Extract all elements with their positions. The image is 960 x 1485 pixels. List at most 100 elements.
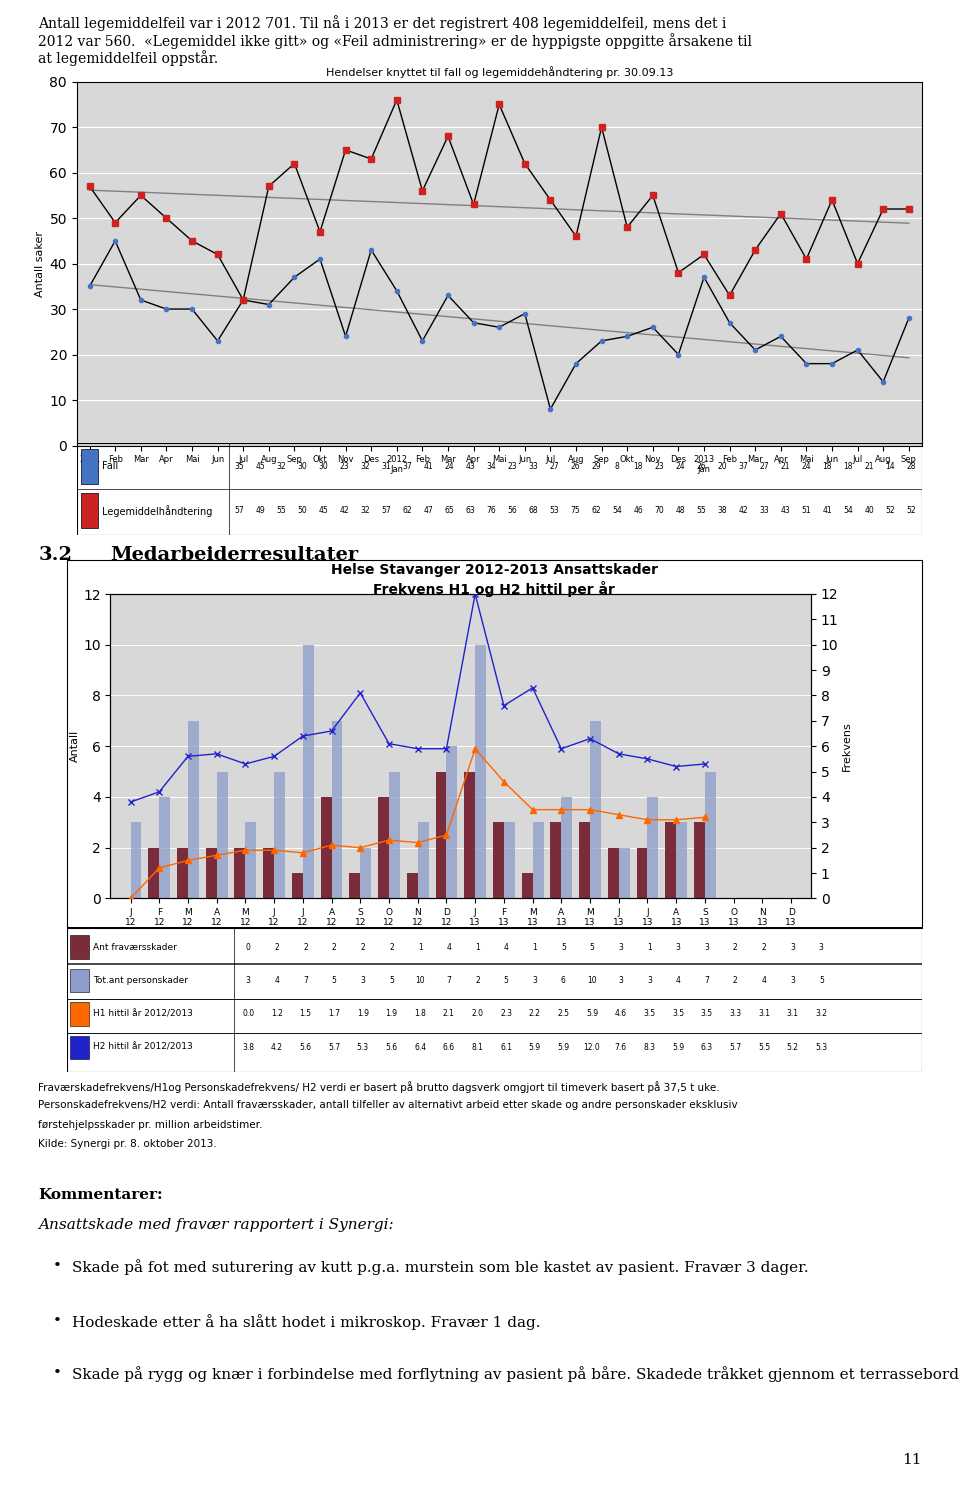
Text: 41: 41: [423, 462, 433, 471]
Text: 24: 24: [802, 462, 811, 471]
Y-axis label: Antall saker: Antall saker: [36, 230, 45, 297]
Text: 21: 21: [780, 462, 790, 471]
Text: 2: 2: [275, 943, 279, 952]
Text: 2: 2: [761, 943, 766, 952]
Bar: [493, 823, 504, 898]
Text: 18: 18: [634, 462, 643, 471]
Text: 56: 56: [508, 506, 517, 515]
Text: Frekvens H1 og H2 hittil per år: Frekvens H1 og H2 hittil per år: [373, 581, 615, 597]
Text: 5: 5: [819, 976, 824, 985]
Text: 34: 34: [487, 462, 496, 471]
Text: 7.6: 7.6: [614, 1042, 627, 1051]
Text: 3: 3: [705, 943, 709, 952]
Text: 43: 43: [466, 462, 475, 471]
Text: 33: 33: [759, 506, 769, 515]
Bar: [360, 848, 372, 898]
Text: 5.6: 5.6: [385, 1042, 397, 1051]
Title: Hendelser knyttet til fall og legemiddehåndtering pr. 30.09.13: Hendelser knyttet til fall og legemiddeh…: [325, 67, 673, 79]
Text: 5: 5: [589, 943, 594, 952]
Text: 5.9: 5.9: [529, 1042, 540, 1051]
Text: 55: 55: [276, 506, 286, 515]
Text: 6: 6: [561, 976, 565, 985]
Text: 5.6: 5.6: [300, 1042, 311, 1051]
Text: 3.8: 3.8: [242, 1042, 254, 1051]
Text: 10: 10: [588, 976, 597, 985]
Bar: [159, 797, 170, 898]
Text: 18: 18: [844, 462, 852, 471]
Text: 30: 30: [319, 462, 328, 471]
Text: •: •: [53, 1314, 61, 1328]
Text: 5: 5: [504, 976, 509, 985]
Bar: [579, 823, 590, 898]
Text: 6.3: 6.3: [701, 1042, 712, 1051]
Text: 1.9: 1.9: [385, 1010, 397, 1019]
Text: Fraværskadefrekvens/H1og Personskadefrekvens/ H2 verdi er basert på brutto dagsv: Fraværskadefrekvens/H1og Personskadefrek…: [38, 1081, 720, 1093]
Bar: [349, 873, 360, 898]
Bar: [70, 936, 88, 959]
Text: 1.8: 1.8: [414, 1010, 426, 1019]
Text: 53: 53: [549, 506, 559, 515]
Text: 51: 51: [802, 506, 811, 515]
Text: 40: 40: [864, 506, 874, 515]
Text: 4: 4: [676, 976, 681, 985]
Bar: [665, 823, 676, 898]
Text: 54: 54: [843, 506, 853, 515]
Text: 1.2: 1.2: [271, 1010, 283, 1019]
Text: førstehjelpsskader pr. million arbeidstimer.: førstehjelpsskader pr. million arbeidsti…: [38, 1120, 263, 1130]
Bar: [131, 823, 141, 898]
Text: 2012 var 560.  «Legemiddel ikke gitt» og «Feil administrering» er de hyppigste o: 2012 var 560. «Legemiddel ikke gitt» og …: [38, 33, 753, 49]
Bar: [389, 772, 400, 898]
Text: 24: 24: [676, 462, 685, 471]
Text: 42: 42: [340, 506, 349, 515]
Text: 42: 42: [738, 506, 748, 515]
Text: 20: 20: [717, 462, 727, 471]
Text: 3.1: 3.1: [786, 1010, 799, 1019]
Text: 7: 7: [705, 976, 709, 985]
Text: 65: 65: [444, 506, 454, 515]
Bar: [504, 823, 515, 898]
Text: 18: 18: [823, 462, 832, 471]
Text: 70: 70: [655, 506, 664, 515]
Text: 26: 26: [570, 462, 580, 471]
Text: 0: 0: [246, 943, 251, 952]
Text: 3: 3: [790, 976, 795, 985]
Text: 1: 1: [475, 943, 480, 952]
Text: 1.7: 1.7: [328, 1010, 340, 1019]
Text: Helse Stavanger 2012-2013 Ansattskader: Helse Stavanger 2012-2013 Ansattskader: [331, 563, 658, 576]
Text: 3.5: 3.5: [672, 1010, 684, 1019]
Text: 3: 3: [790, 943, 795, 952]
Bar: [331, 720, 343, 898]
Text: 32: 32: [361, 506, 371, 515]
Text: 12.0: 12.0: [584, 1042, 600, 1051]
Text: 5.7: 5.7: [328, 1042, 340, 1051]
Y-axis label: Frekvens: Frekvens: [842, 722, 852, 771]
Text: Hodeskade etter å ha slått hodet i mikroskop. Fravær 1 dag.: Hodeskade etter å ha slått hodet i mikro…: [72, 1314, 540, 1331]
Text: 5.7: 5.7: [730, 1042, 741, 1051]
Bar: [378, 797, 389, 898]
Text: 48: 48: [676, 506, 685, 515]
Text: 75: 75: [570, 506, 580, 515]
Text: 4: 4: [446, 943, 451, 952]
Text: 57: 57: [234, 506, 244, 515]
Bar: [521, 873, 533, 898]
Text: 1: 1: [533, 943, 537, 952]
Text: 5: 5: [389, 976, 394, 985]
Bar: [205, 848, 217, 898]
Bar: [647, 797, 659, 898]
Y-axis label: Antall: Antall: [70, 731, 81, 762]
Text: 45: 45: [319, 506, 328, 515]
Text: 3.2: 3.2: [38, 546, 72, 564]
Text: 38: 38: [717, 506, 727, 515]
Text: 3: 3: [647, 976, 652, 985]
Text: Skade på rygg og knær i forbindelse med forflytning av pasient på båre. Skadede : Skade på rygg og knær i forbindelse med …: [72, 1366, 960, 1383]
Bar: [533, 823, 543, 898]
Text: 3: 3: [618, 976, 623, 985]
Bar: [590, 720, 601, 898]
Text: 5.3: 5.3: [815, 1042, 828, 1051]
Text: 47: 47: [423, 506, 433, 515]
Text: 3: 3: [819, 943, 824, 952]
Text: 54: 54: [612, 506, 622, 515]
Text: 8.3: 8.3: [643, 1042, 656, 1051]
Text: Fall: Fall: [102, 462, 118, 471]
Text: Ansattskade med fravær rapportert i Synergi:: Ansattskade med fravær rapportert i Syne…: [38, 1218, 394, 1231]
